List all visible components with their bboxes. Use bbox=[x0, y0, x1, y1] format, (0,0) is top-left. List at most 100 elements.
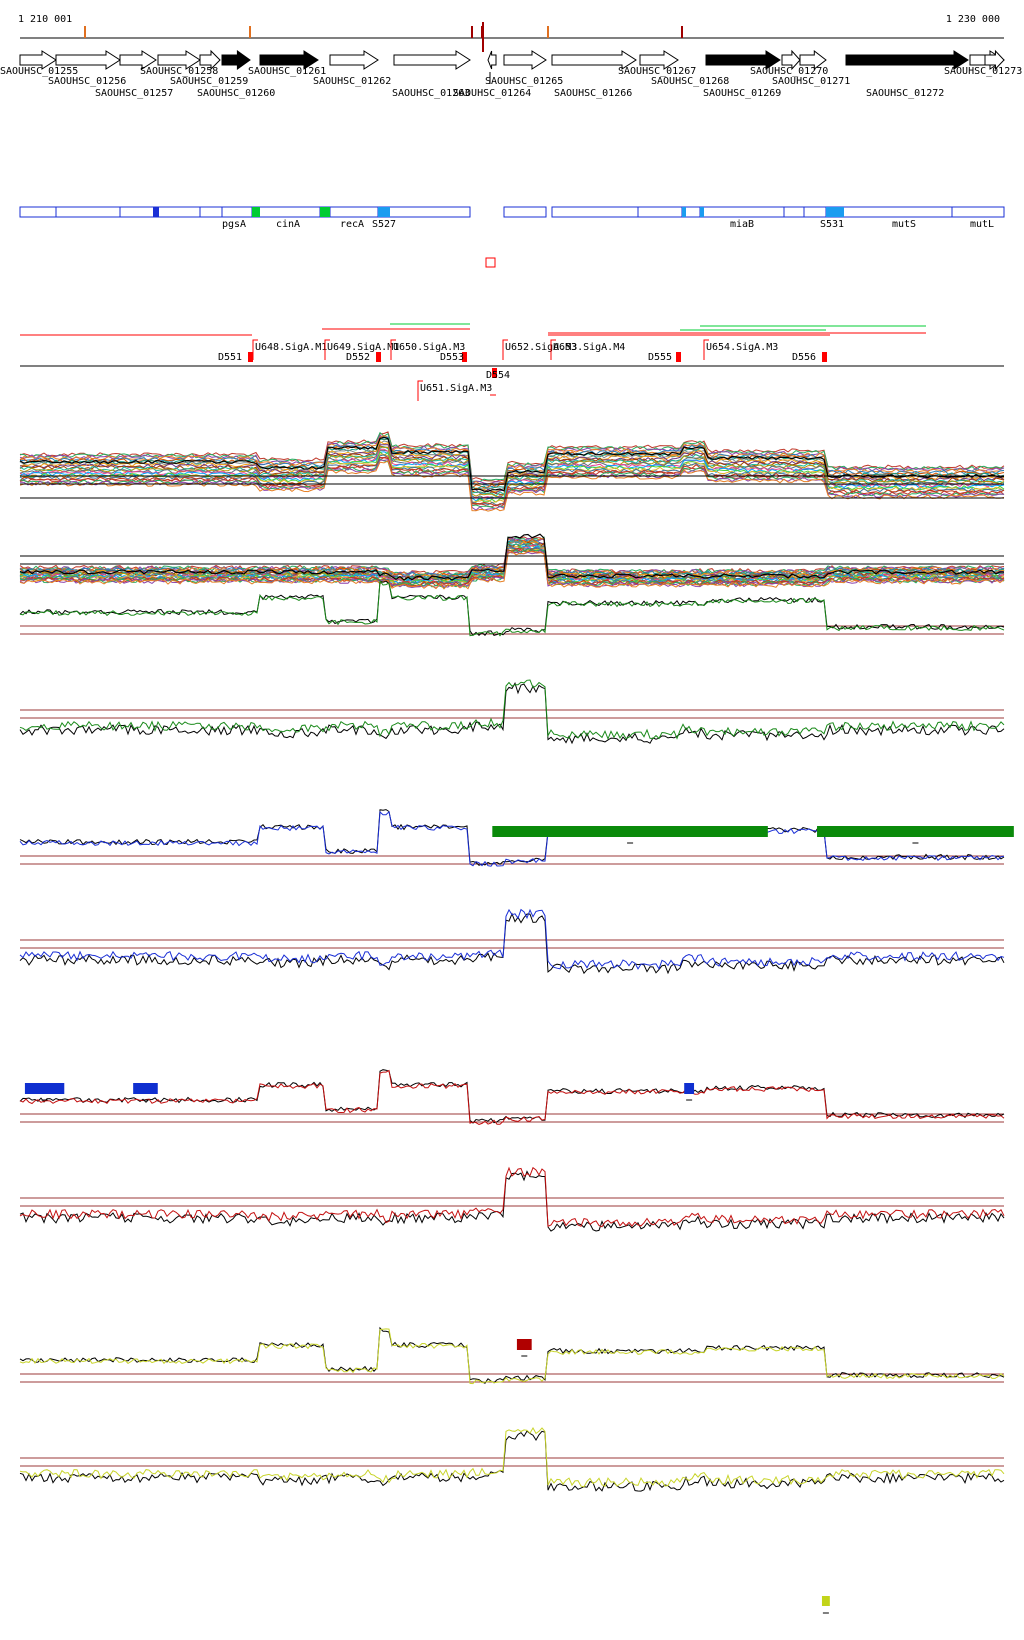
gene-label: SAOUHSC_01273 bbox=[944, 66, 1022, 77]
gene-arrow[interactable] bbox=[845, 50, 969, 70]
profile-line bbox=[19, 431, 1005, 483]
gene-arrow[interactable] bbox=[329, 50, 379, 70]
operon-label: recA bbox=[340, 219, 364, 230]
operon-segment[interactable] bbox=[329, 206, 379, 218]
operon-segment[interactable] bbox=[119, 206, 159, 218]
track-blue bbox=[19, 809, 1005, 975]
gene-arrow[interactable] bbox=[393, 50, 471, 70]
operon-marker bbox=[153, 207, 159, 217]
downstream-marker[interactable] bbox=[676, 352, 681, 362]
operon-label: cinA bbox=[276, 219, 300, 230]
gene-arrow[interactable] bbox=[19, 50, 57, 70]
operon-segment[interactable] bbox=[19, 206, 57, 218]
downstream-label: D552 bbox=[346, 352, 370, 363]
signal-line bbox=[19, 809, 1005, 866]
gene-arrow[interactable] bbox=[551, 50, 637, 70]
gene-arrow[interactable] bbox=[781, 49, 801, 71]
operon-segment[interactable] bbox=[803, 206, 827, 218]
gene-arrow[interactable] bbox=[705, 50, 781, 70]
gene-label: SAOUHSC_01267 bbox=[618, 66, 696, 77]
profile-line bbox=[19, 436, 1005, 493]
operon-segment[interactable] bbox=[221, 206, 253, 218]
operon-label: mutS bbox=[892, 219, 916, 230]
gene-label: SAOUHSC_01266 bbox=[554, 88, 632, 99]
promoter-arrow[interactable] bbox=[252, 339, 258, 360]
region-block[interactable] bbox=[516, 1339, 532, 1350]
operon-label: mutL bbox=[970, 219, 994, 230]
signal-line bbox=[19, 1426, 1005, 1488]
track-green bbox=[19, 579, 1005, 745]
gene-arrow[interactable] bbox=[259, 50, 319, 70]
signal-line bbox=[19, 579, 1005, 637]
operon-segment[interactable] bbox=[199, 206, 223, 218]
region-block[interactable] bbox=[133, 1083, 158, 1094]
upstream-label: U653.SigA.M4 bbox=[553, 342, 625, 353]
coord-start-label: 1 210 001 bbox=[18, 14, 72, 25]
signal-line bbox=[19, 810, 1005, 867]
upstream-label: U651.SigA.M3 bbox=[420, 383, 492, 394]
expression-profile-panels bbox=[19, 431, 1005, 590]
operon-segment[interactable] bbox=[825, 206, 953, 218]
gene-arrow[interactable] bbox=[487, 50, 497, 70]
promoter-arrow[interactable] bbox=[390, 339, 396, 360]
upstream-label: U649.SigA.M1 bbox=[327, 342, 399, 353]
operon-segment[interactable] bbox=[157, 206, 201, 218]
gene-arrow[interactable] bbox=[221, 50, 251, 70]
gene-arrow[interactable] bbox=[55, 50, 121, 70]
downstream-marker[interactable] bbox=[248, 352, 253, 362]
gene-arrow[interactable] bbox=[199, 49, 221, 71]
region-block[interactable] bbox=[492, 826, 768, 837]
signal-line bbox=[19, 1430, 1005, 1492]
novel-region-box[interactable] bbox=[485, 257, 496, 268]
operon-marker bbox=[826, 207, 844, 217]
operon-segment[interactable] bbox=[551, 206, 639, 218]
region-block[interactable] bbox=[24, 1083, 65, 1094]
operon-marker bbox=[252, 207, 260, 217]
profile-line bbox=[19, 550, 1005, 590]
upstream-label: U648.SigA.M1 bbox=[255, 342, 327, 353]
downstream-label: D554 bbox=[486, 370, 510, 381]
gene-arrow[interactable] bbox=[119, 50, 157, 70]
gene-arrow[interactable] bbox=[639, 50, 679, 70]
operon-segment[interactable] bbox=[503, 206, 547, 218]
track-yellow bbox=[19, 1326, 1005, 1492]
gene-label: SAOUHSC_01270 bbox=[750, 66, 828, 77]
signal-line bbox=[19, 580, 1005, 637]
profile-line bbox=[19, 533, 1005, 581]
operon-segment[interactable] bbox=[699, 206, 785, 218]
gene-label: SAOUHSC_01272 bbox=[866, 88, 944, 99]
gene-label: SAOUHSC_01264 bbox=[453, 88, 531, 99]
operon-segment[interactable] bbox=[783, 206, 805, 218]
downstream-marker[interactable] bbox=[376, 352, 381, 362]
signal-line bbox=[19, 908, 1005, 970]
downstream-marker[interactable] bbox=[822, 352, 827, 362]
operon-marker bbox=[700, 207, 704, 217]
region-block[interactable] bbox=[684, 1083, 695, 1094]
gene-arrow[interactable] bbox=[984, 49, 1005, 71]
promoter-arrow[interactable] bbox=[550, 339, 556, 360]
downstream-label: D555 bbox=[648, 352, 672, 363]
promoter-arrow[interactable] bbox=[417, 380, 423, 401]
downstream-marker[interactable] bbox=[492, 368, 497, 378]
gene-arrow[interactable] bbox=[157, 50, 201, 70]
gene-label: SAOUHSC_01262 bbox=[313, 76, 391, 87]
region-block[interactable] bbox=[817, 826, 1014, 837]
operon-marker bbox=[378, 207, 390, 217]
region-block[interactable] bbox=[821, 1596, 830, 1606]
downstream-marker[interactable] bbox=[462, 352, 467, 362]
promoter-arrow[interactable] bbox=[324, 339, 330, 360]
operon-segment[interactable] bbox=[637, 206, 683, 218]
signal-line bbox=[19, 679, 1005, 741]
track-red bbox=[19, 1069, 1005, 1232]
profile-line bbox=[19, 456, 1005, 508]
profile-line bbox=[19, 434, 1005, 485]
gene-arrow[interactable] bbox=[799, 49, 827, 71]
operon-segment[interactable] bbox=[251, 206, 321, 218]
operon-segment[interactable] bbox=[377, 206, 471, 218]
operon-segment[interactable] bbox=[55, 206, 121, 218]
gene-arrow[interactable] bbox=[503, 50, 547, 70]
transcription-feature-track: D551 D552 D553 D554 D555 D556 U648.SigA.M1 U649… bbox=[20, 323, 1004, 401]
operon-segment[interactable] bbox=[951, 206, 1005, 218]
promoter-arrow[interactable] bbox=[502, 339, 508, 360]
promoter-arrow[interactable] bbox=[703, 339, 709, 360]
